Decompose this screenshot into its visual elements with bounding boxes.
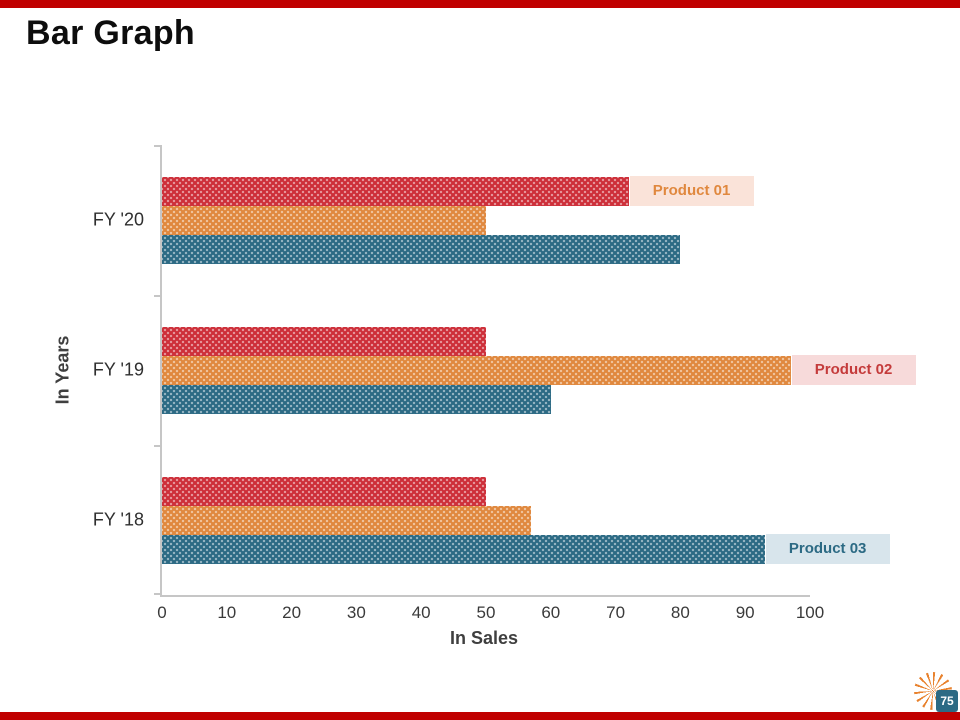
bar-product-02-fy-18 bbox=[162, 505, 532, 535]
x-tick-label-50: 50 bbox=[476, 603, 496, 622]
y-axis-tick bbox=[154, 445, 160, 447]
category-label-fy-18: FY '18 bbox=[92, 509, 144, 530]
bar-product-01-fy-18 bbox=[162, 476, 486, 506]
y-axis-tick bbox=[154, 593, 160, 595]
y-axis-title: In Years bbox=[52, 335, 73, 405]
bar-product-02-fy-20 bbox=[162, 205, 486, 235]
page-title: Bar Graph bbox=[26, 14, 195, 52]
y-axis-tick bbox=[154, 145, 160, 147]
x-tick-label-80: 80 bbox=[670, 603, 690, 622]
page-number-badge: 75 bbox=[936, 690, 958, 712]
x-tick-label-90: 90 bbox=[735, 603, 755, 622]
top-accent-strip bbox=[0, 0, 960, 8]
x-tick-label-60: 60 bbox=[541, 603, 561, 622]
bar-product-01-fy-20 bbox=[162, 176, 629, 206]
y-axis-tick bbox=[154, 295, 160, 297]
x-tick-label-70: 70 bbox=[606, 603, 626, 622]
bar-product-03-fy-20 bbox=[162, 234, 681, 264]
x-tick-label-40: 40 bbox=[411, 603, 431, 622]
x-tick-label-10: 10 bbox=[217, 603, 237, 622]
bar-product-02-fy-19 bbox=[162, 355, 791, 385]
x-axis-title: In Sales bbox=[449, 628, 519, 648]
bar-product-03-fy-19 bbox=[162, 384, 551, 414]
series-label-product-01: Product 01 bbox=[629, 176, 754, 206]
bottom-accent-strip bbox=[0, 712, 960, 720]
category-label-fy-20: FY '20 bbox=[92, 209, 144, 230]
x-tick-label-30: 30 bbox=[346, 603, 366, 622]
bar-product-01-fy-19 bbox=[162, 326, 486, 356]
series-label-product-03: Product 03 bbox=[765, 534, 890, 564]
x-tick-label-0: 0 bbox=[157, 603, 167, 622]
plot-area: FY '20 FY '19 FY '18 0 10 20 30 40 50 60 70 80 90 100… bbox=[93, 145, 916, 622]
category-label-fy-19: FY '19 bbox=[92, 359, 144, 380]
x-tick-label-20: 20 bbox=[282, 603, 302, 622]
series-label-product-02: Product 02 bbox=[791, 355, 916, 385]
bar-product-03-fy-18 bbox=[162, 534, 765, 564]
x-tick-label-100: 100 bbox=[795, 603, 825, 622]
